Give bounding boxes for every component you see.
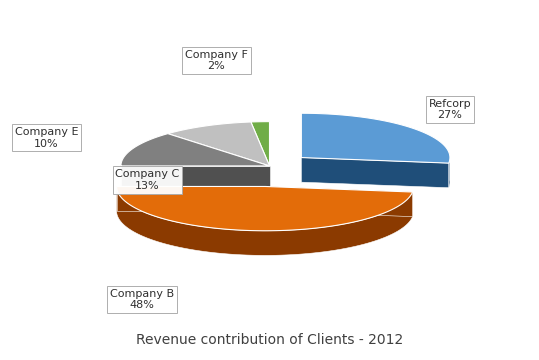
Polygon shape [116, 186, 412, 255]
Polygon shape [121, 134, 270, 166]
Polygon shape [121, 166, 270, 190]
Polygon shape [116, 186, 412, 231]
Polygon shape [301, 158, 449, 188]
Text: Company C
13%: Company C 13% [115, 169, 179, 191]
Polygon shape [301, 113, 450, 163]
Text: Company E
10%: Company E 10% [15, 127, 78, 149]
Text: Refcorp
27%: Refcorp 27% [429, 99, 471, 121]
Text: Company F
2%: Company F 2% [185, 50, 248, 71]
Text: Revenue contribution of Clients - 2012: Revenue contribution of Clients - 2012 [136, 333, 403, 347]
Polygon shape [449, 156, 450, 188]
Polygon shape [251, 122, 270, 166]
Text: Company B
48%: Company B 48% [110, 289, 174, 310]
Polygon shape [168, 122, 270, 166]
Polygon shape [265, 186, 412, 217]
Polygon shape [116, 186, 265, 211]
